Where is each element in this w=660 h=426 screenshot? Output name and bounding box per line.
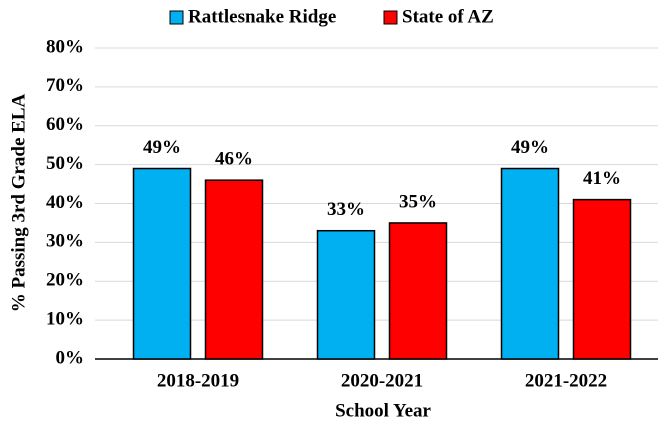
legend-label: Rattlesnake Ridge (188, 6, 336, 27)
x-tick-label: 2020-2021 (341, 370, 423, 391)
y-tick-label: 20% (46, 270, 84, 291)
y-tick-label: 40% (46, 192, 84, 213)
x-tick-label: 2018-2019 (157, 370, 239, 391)
y-tick-label: 80% (46, 36, 84, 57)
bar (316, 229, 376, 360)
value-label: 49% (511, 137, 549, 158)
bar (572, 198, 632, 360)
y-tick-label: 50% (46, 153, 84, 174)
value-label: 46% (215, 149, 253, 170)
y-tick-label: 10% (46, 308, 84, 329)
y-axis-title: % Passing 3rd Grade ELA (8, 93, 29, 312)
y-tick-label: 70% (46, 75, 84, 96)
value-label: 49% (143, 137, 181, 158)
x-tick-label: 2021-2022 (525, 370, 607, 391)
value-label: 41% (583, 168, 621, 189)
legend-swatch (383, 10, 398, 25)
bar (204, 179, 264, 360)
legend-swatch (169, 10, 184, 25)
bar (132, 167, 192, 360)
x-axis-title: School Year (335, 400, 431, 421)
value-label: 33% (327, 199, 365, 220)
bar (500, 167, 560, 360)
y-tick-label: 0% (56, 347, 85, 368)
y-tick-label: 30% (46, 231, 84, 252)
value-label: 35% (399, 191, 437, 212)
bar (388, 222, 448, 360)
legend-label: State of AZ (402, 6, 494, 27)
y-tick-label: 60% (46, 114, 84, 135)
